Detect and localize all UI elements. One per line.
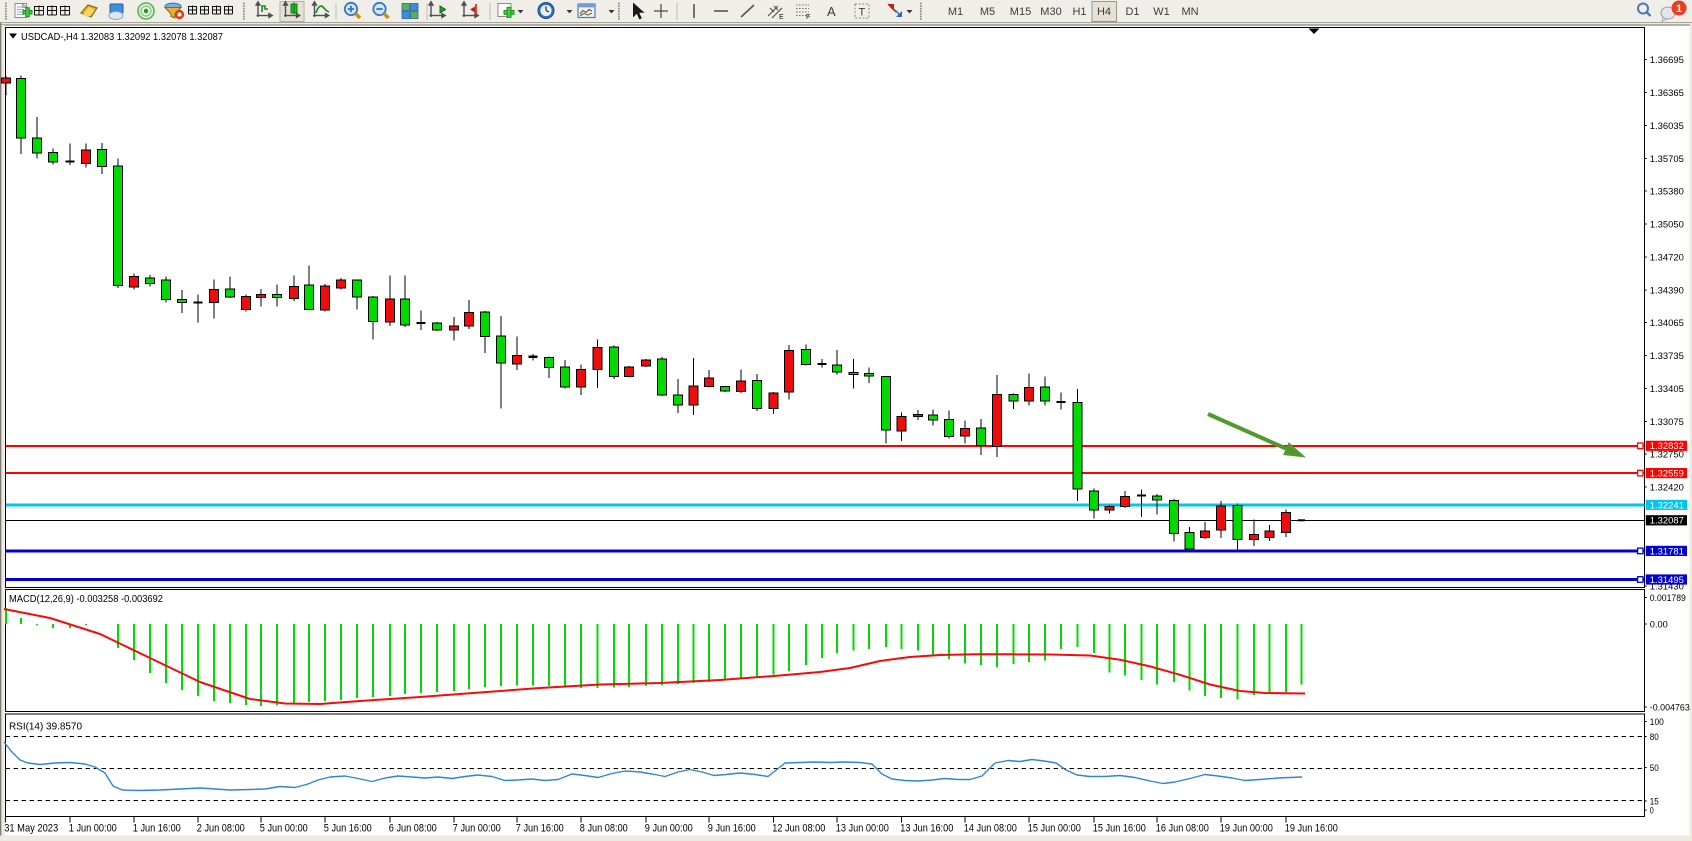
svg-text:M30: M30 (1040, 6, 1061, 18)
svg-text:1.32241: 1.32241 (1650, 500, 1684, 511)
svg-text:19 Jun 00:00: 19 Jun 00:00 (1220, 823, 1273, 835)
svg-text:1 Jun 00:00: 1 Jun 00:00 (69, 823, 117, 835)
svg-text:USDCAD-,H4 1.32083 1.32092 1.: USDCAD-,H4 1.32083 1.32092 1.32078 1.320… (21, 31, 223, 43)
svg-text:15: 15 (1650, 796, 1659, 807)
svg-text:M5: M5 (980, 6, 995, 18)
svg-text:80: 80 (1650, 732, 1659, 743)
svg-text:2 Jun 08:00: 2 Jun 08:00 (197, 823, 245, 835)
svg-text:16 Jun 08:00: 16 Jun 08:00 (1156, 823, 1209, 835)
svg-text:A: A (827, 4, 836, 19)
svg-text:9 Jun 00:00: 9 Jun 00:00 (645, 823, 693, 835)
svg-text:1.31430: 1.31430 (1650, 581, 1684, 592)
svg-text:1.32832: 1.32832 (1650, 441, 1684, 452)
svg-text:5 Jun 16:00: 5 Jun 16:00 (324, 823, 372, 835)
svg-text:0.001789: 0.001789 (1650, 593, 1686, 604)
svg-text:1.32087: 1.32087 (1650, 516, 1684, 527)
svg-text:MN: MN (1181, 6, 1198, 18)
svg-text:1.31781: 1.31781 (1650, 546, 1684, 557)
svg-text:7 Jun 16:00: 7 Jun 16:00 (516, 823, 564, 835)
svg-text:1.33075: 1.33075 (1650, 417, 1684, 428)
svg-text:8 Jun 08:00: 8 Jun 08:00 (580, 823, 628, 835)
svg-text:1.35380: 1.35380 (1650, 186, 1684, 197)
svg-text:31 May 2023: 31 May 2023 (4, 823, 58, 835)
svg-text:13 Jun 16:00: 13 Jun 16:00 (900, 823, 953, 835)
svg-text:M1: M1 (948, 6, 963, 18)
svg-text:19 Jun 16:00: 19 Jun 16:00 (1285, 823, 1338, 835)
svg-text:1.36695: 1.36695 (1650, 55, 1684, 66)
svg-text:1: 1 (1676, 3, 1682, 15)
svg-text:5 Jun 00:00: 5 Jun 00:00 (260, 823, 308, 835)
svg-text:H4: H4 (1097, 6, 1111, 18)
svg-text:M15: M15 (1010, 6, 1031, 18)
svg-text:D1: D1 (1125, 6, 1139, 18)
svg-text:1.32420: 1.32420 (1650, 482, 1684, 493)
svg-text:13 Jun 00:00: 13 Jun 00:00 (836, 823, 889, 835)
svg-text:1.32559: 1.32559 (1650, 469, 1684, 480)
svg-text:1.32750: 1.32750 (1650, 449, 1684, 460)
svg-text:15 Jun 16:00: 15 Jun 16:00 (1093, 823, 1146, 835)
svg-text:-0.004763: -0.004763 (1650, 702, 1690, 713)
svg-text:F: F (806, 14, 810, 21)
svg-text:6 Jun 08:00: 6 Jun 08:00 (389, 823, 437, 835)
svg-text:1.31495: 1.31495 (1650, 575, 1684, 586)
svg-text:1.36365: 1.36365 (1650, 88, 1684, 99)
svg-text:14 Jun 08:00: 14 Jun 08:00 (964, 823, 1017, 835)
svg-text:1.34720: 1.34720 (1650, 252, 1684, 263)
svg-text:0.00: 0.00 (1650, 619, 1668, 630)
svg-text:15 Jun 00:00: 15 Jun 00:00 (1028, 823, 1081, 835)
svg-text:T: T (859, 7, 866, 19)
svg-text:RSI(14) 39.8570: RSI(14) 39.8570 (9, 722, 82, 733)
svg-text:H1: H1 (1072, 6, 1086, 18)
svg-text:1 Jun 16:00: 1 Jun 16:00 (133, 823, 181, 835)
svg-text:MACD(12,26,9) -0.003258 -0.003: MACD(12,26,9) -0.003258 -0.003692 (9, 594, 163, 605)
svg-text:12 Jun 08:00: 12 Jun 08:00 (772, 823, 825, 835)
svg-text:9 Jun 16:00: 9 Jun 16:00 (708, 823, 756, 835)
svg-text:7 Jun 00:00: 7 Jun 00:00 (453, 823, 501, 835)
svg-text:1.34065: 1.34065 (1650, 318, 1684, 329)
svg-text:W1: W1 (1153, 6, 1170, 18)
svg-text:E: E (779, 14, 784, 21)
svg-text:1.33405: 1.33405 (1650, 384, 1684, 395)
svg-text:1.35050: 1.35050 (1650, 219, 1684, 230)
svg-text:100: 100 (1650, 717, 1664, 728)
svg-text:1.35705: 1.35705 (1650, 154, 1684, 165)
svg-text:1.36035: 1.36035 (1650, 121, 1684, 132)
svg-text:0: 0 (1650, 805, 1654, 816)
svg-text:50: 50 (1650, 763, 1659, 774)
svg-text:1.34390: 1.34390 (1650, 285, 1684, 296)
svg-text:1.33735: 1.33735 (1650, 351, 1684, 362)
